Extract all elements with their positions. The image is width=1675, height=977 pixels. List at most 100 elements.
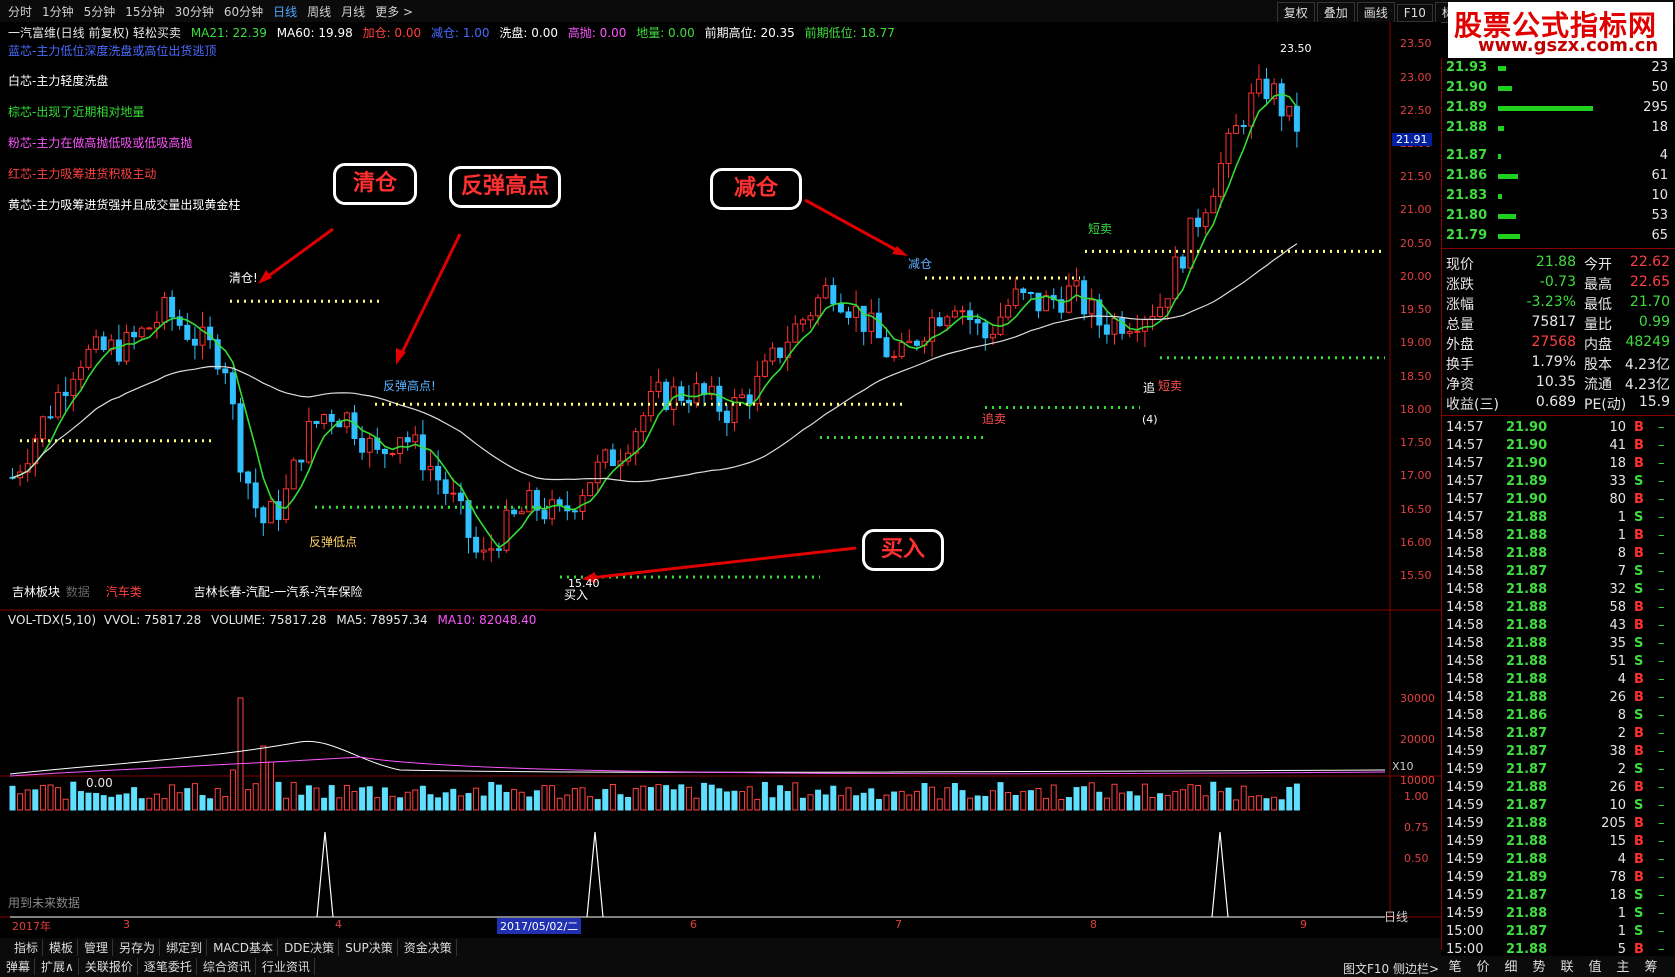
candle — [609, 443, 616, 467]
tick-dash: – — [1658, 582, 1665, 597]
tick-time: 14:58 — [1446, 618, 1484, 633]
volume-bar — [1210, 781, 1217, 811]
tick-side: S — [1634, 510, 1644, 525]
side-tab-4[interactable]: 联 — [1560, 960, 1574, 975]
tick-time: 14:59 — [1446, 798, 1484, 813]
bottom-tab-1[interactable]: 模板 — [45, 939, 79, 956]
period-tab-8[interactable]: 月线 — [341, 5, 366, 19]
orderbook-volume: 23 — [1651, 60, 1668, 75]
bottom-tab-6[interactable]: DDE决策 — [280, 939, 340, 956]
side-tab-7[interactable]: 筹 — [1644, 960, 1658, 975]
bottom-tab-0[interactable]: 指标 — [10, 939, 44, 956]
volume-bar — [913, 790, 920, 811]
tick-volume: 1 — [1617, 906, 1626, 921]
period-tab-6[interactable]: 日线 — [273, 5, 298, 19]
candle — [792, 315, 799, 344]
quote-row: 涨跌 -0.73 最高 22.65 — [1446, 274, 1672, 294]
period-tab-9[interactable]: 更多 > — [375, 5, 414, 19]
candle — [214, 334, 221, 375]
bottom-link-5[interactable]: 行业资讯 — [258, 958, 315, 975]
volume-bar — [792, 782, 799, 811]
candle — [1157, 293, 1164, 319]
kline-chart[interactable] — [0, 22, 1441, 938]
candle — [1271, 78, 1278, 106]
side-tab-2[interactable]: 细 — [1504, 960, 1518, 975]
side-tab-0[interactable]: 笔 — [1448, 960, 1462, 975]
volume-bar — [24, 789, 31, 811]
bottom-link-1[interactable]: 扩展∧ — [37, 958, 79, 975]
candle — [1119, 311, 1126, 340]
side-tab-3[interactable]: 势 — [1532, 960, 1546, 975]
price-tick: 20.00 — [1400, 269, 1432, 283]
side-tab-5[interactable]: 值 — [1588, 960, 1602, 975]
tick-side: B — [1634, 744, 1644, 759]
orderbook-price: 21.83 — [1446, 188, 1488, 203]
period-tab-5[interactable]: 60分钟 — [223, 5, 264, 19]
candle — [1027, 291, 1034, 300]
quote-value: 75817 — [1531, 314, 1576, 330]
volume-bar — [457, 795, 464, 811]
quote-value2: 4.23亿 — [1624, 357, 1670, 373]
volume-bar — [191, 783, 198, 811]
volume-bar — [100, 795, 107, 811]
toolbar-button-0[interactable]: 复权 — [1276, 2, 1315, 23]
tick-dash: – — [1658, 816, 1665, 831]
bottom-link-3[interactable]: 逐笔委托 — [140, 958, 197, 975]
orderbook-price: 21.80 — [1446, 208, 1488, 223]
tick-side: S — [1634, 654, 1644, 669]
bottom-tab-4[interactable]: 绑定到 — [162, 939, 208, 956]
tick-dash: – — [1658, 420, 1665, 435]
toolbar-button-1[interactable]: 叠加 — [1316, 2, 1355, 23]
candle — [275, 489, 282, 532]
bottom-tab-5[interactable]: MACD基本 — [209, 939, 279, 956]
bottom-tab-3[interactable]: 另存为 — [115, 939, 161, 956]
candle — [328, 409, 335, 435]
side-tab-1[interactable]: 价 — [1476, 960, 1490, 975]
quote-key: 现价 — [1446, 257, 1474, 273]
candle — [100, 331, 107, 353]
bottom-link-2[interactable]: 关联报价 — [81, 958, 138, 975]
candle — [731, 388, 738, 432]
side-tab-6[interactable]: 主 — [1616, 960, 1630, 975]
volume-bar — [891, 791, 898, 811]
tick-dash: – — [1658, 780, 1665, 795]
toolbar-button-3[interactable]: F10 — [1396, 4, 1433, 22]
prev-low-value: 前期低位: 18.77 — [804, 26, 895, 40]
candle — [381, 448, 388, 469]
tick-volume: 4 — [1617, 852, 1626, 867]
signal-tick: 0.75 — [1404, 821, 1429, 834]
board-label[interactable]: 吉林板块 — [12, 585, 61, 599]
period-tab-3[interactable]: 15分钟 — [125, 5, 165, 19]
volume-bar — [989, 790, 996, 811]
bottom-tab-2[interactable]: 管理 — [80, 939, 114, 956]
quote-value2: 15.9 — [1638, 394, 1670, 410]
bottom-right-links[interactable]: 图文F10 侧边栏> — [1342, 962, 1439, 976]
candle — [1103, 311, 1110, 344]
volume-bar — [389, 795, 396, 811]
volume-bar — [853, 795, 860, 811]
period-tab-4[interactable]: 30分钟 — [174, 5, 214, 19]
quote-value2: 48249 — [1625, 334, 1670, 350]
toolbar-button-2[interactable]: 画线 — [1356, 2, 1395, 23]
candle — [511, 507, 518, 518]
tick-price: 21.88 — [1506, 690, 1548, 705]
bottom-tab-8[interactable]: 资金决策 — [400, 939, 457, 956]
volume-bar — [229, 769, 236, 811]
tick-dash: – — [1658, 906, 1665, 921]
candle — [359, 425, 366, 460]
orderbook-volume: 295 — [1643, 100, 1668, 115]
bottom-link-4[interactable]: 综合资讯 — [199, 958, 256, 975]
period-tab-7[interactable]: 周线 — [307, 5, 332, 19]
tick-price: 21.88 — [1506, 636, 1548, 651]
bottom-tab-7[interactable]: SUP决策 — [341, 939, 398, 956]
panel-divider — [1442, 415, 1675, 416]
tick-volume: 1 — [1617, 924, 1626, 939]
candle — [290, 457, 297, 490]
tick-volume: 78 — [1609, 870, 1626, 885]
period-tab-0[interactable]: 分时 — [8, 5, 33, 19]
bottom-link-0[interactable]: 弹幕 — [2, 958, 36, 975]
period-tab-2[interactable]: 5分钟 — [83, 5, 116, 19]
period-tab-1[interactable]: 1分钟 — [42, 5, 74, 19]
board-sector[interactable]: 汽车类 — [105, 585, 142, 599]
volume-bar — [1164, 794, 1171, 811]
